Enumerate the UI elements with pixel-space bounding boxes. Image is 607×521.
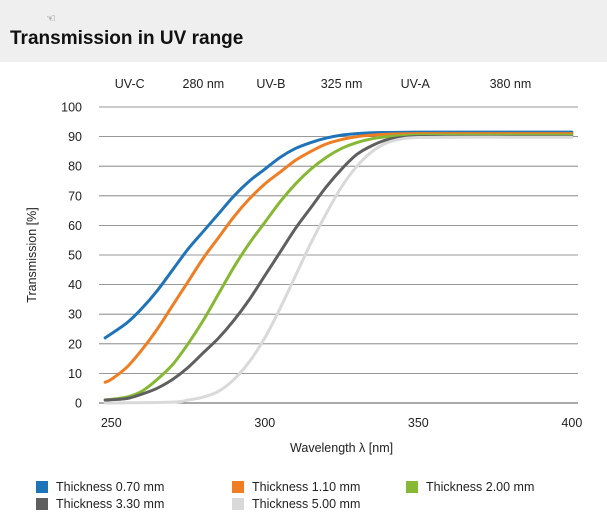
band-label-5: 380 nm <box>490 77 532 91</box>
legend-label: Thickness 2.00 mm <box>426 480 535 494</box>
y-tick-label-50: 50 <box>68 249 82 263</box>
legend-swatch <box>36 498 48 510</box>
legend-item-4: Thickness 3.30 mm <box>36 497 164 511</box>
hand-icon[interactable]: ☜ <box>46 13 56 25</box>
legend-label: Thickness 0.70 mm <box>56 480 165 494</box>
band-label-0: UV-C <box>115 77 145 91</box>
series-line-3 <box>103 133 574 402</box>
band-label-1: 280 nm <box>183 77 225 91</box>
band-label-3: 325 nm <box>321 77 363 91</box>
legend-item-1: Thickness 0.70 mm <box>36 480 164 494</box>
x-tick-label-250: 250 <box>101 416 122 430</box>
x-tick-label-350: 350 <box>408 416 429 430</box>
series-line-5 <box>103 135 574 405</box>
x-tick-label-300: 300 <box>254 416 275 430</box>
legend-label: Thickness 3.30 mm <box>56 497 165 511</box>
band-label-4: UV-A <box>401 77 431 91</box>
legend-swatch <box>232 498 244 510</box>
y-tick-label-80: 80 <box>68 160 82 174</box>
series-line-1 <box>103 130 574 340</box>
series-line-2 <box>103 132 574 384</box>
x-tick-label-400: 400 <box>561 416 582 430</box>
y-tick-label-60: 60 <box>68 219 82 233</box>
band-label-2: UV-B <box>256 77 285 91</box>
legend-swatch <box>232 481 244 493</box>
y-tick-label-90: 90 <box>68 130 82 144</box>
legend-item-5: Thickness 5.00 mm <box>232 497 360 511</box>
y-tick-label-20: 20 <box>68 337 82 351</box>
y-tick-label-30: 30 <box>68 308 82 322</box>
legend-label: Thickness 5.00 mm <box>252 497 361 511</box>
y-axis-label: Transmission [%] <box>25 207 39 302</box>
y-tick-label-10: 10 <box>68 367 82 381</box>
legend-swatch <box>36 481 48 493</box>
y-tick-label-100: 100 <box>61 101 82 115</box>
legend-item-2: Thickness 1.10 mm <box>232 480 360 494</box>
y-tick-label-40: 40 <box>68 278 82 292</box>
legend-label: Thickness 1.10 mm <box>252 480 361 494</box>
chart-title: Transmission in UV range <box>10 28 244 49</box>
legend-item-3: Thickness 2.00 mm <box>406 480 534 494</box>
y-tick-label-70: 70 <box>68 189 82 203</box>
legend-swatch <box>406 481 418 493</box>
uv-transmission-chart: UV-C 280 nm UV-B 325 nm UV-A 380 nm 0 10 20 30 40 5… <box>25 77 582 455</box>
chart-header: ☜ Transmission in UV range <box>0 0 607 62</box>
y-tick-label-0: 0 <box>75 397 82 411</box>
x-axis-label: Wavelength λ [nm] <box>290 441 393 455</box>
